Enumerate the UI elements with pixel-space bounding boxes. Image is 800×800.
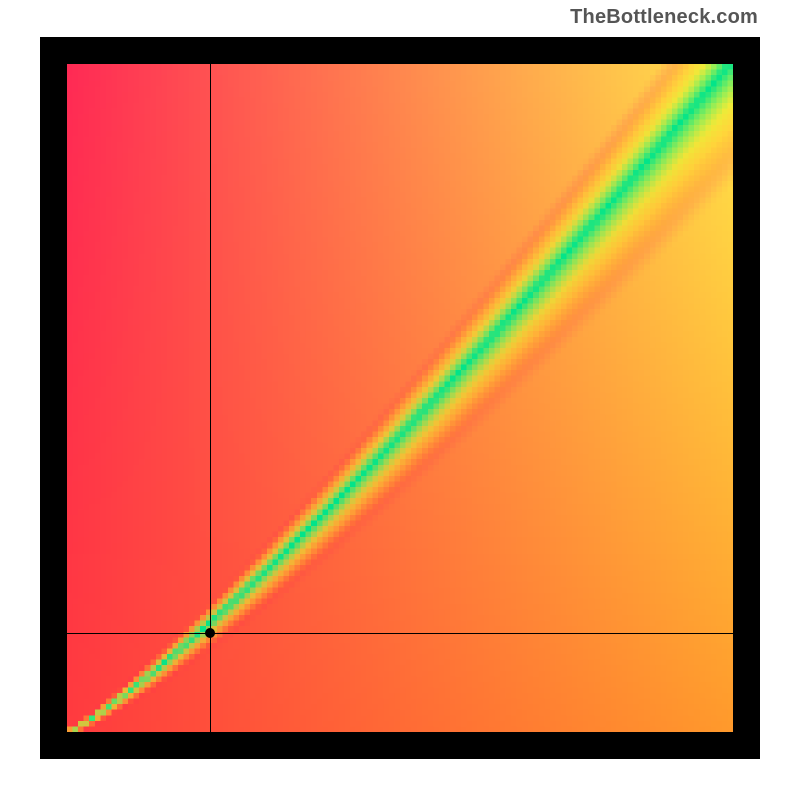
data-point-marker — [205, 628, 215, 638]
heatmap-canvas — [67, 64, 732, 731]
attribution-text: TheBottleneck.com — [570, 6, 758, 29]
crosshair-horizontal — [67, 633, 732, 634]
chart-container: TheBottleneck.com — [0, 0, 800, 800]
plot-area — [40, 37, 760, 759]
